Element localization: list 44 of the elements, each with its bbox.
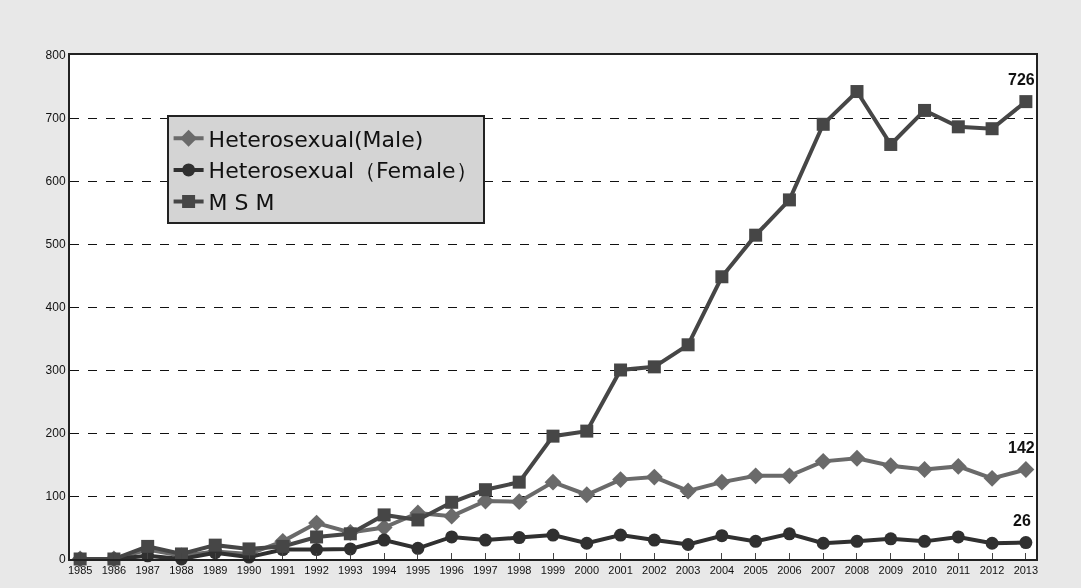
x-tick-label: 2009: [878, 564, 903, 577]
x-tick-label: 1987: [135, 564, 160, 577]
legend-label: Heterosexual(Male): [208, 126, 424, 152]
x-tick-label: 2005: [743, 564, 768, 577]
x-tick-label: 1999: [540, 564, 566, 577]
y-tick-label: 300: [45, 363, 66, 378]
x-tick-label: 2008: [844, 564, 870, 577]
annotation: 142: [1008, 439, 1035, 456]
x-tick-label: 2011: [946, 564, 971, 577]
x-tick-label: 2007: [810, 564, 836, 577]
x-tick-label: 1997: [473, 564, 498, 577]
x-tick-label: 2010: [912, 564, 937, 577]
x-tick-label: 2003: [675, 564, 701, 577]
y-tick-label: 400: [45, 300, 66, 315]
annotation: 26: [1013, 512, 1031, 529]
y-tick-label: 200: [45, 426, 66, 441]
x-tick-label: 1988: [169, 564, 194, 577]
x-tick-label: 1996: [439, 564, 464, 577]
x-tick-label: 2000: [574, 564, 600, 577]
legend-label: Heterosexual（Female）: [208, 158, 478, 184]
x-tick-label: 1995: [405, 564, 431, 577]
x-tick-label: 1994: [371, 564, 397, 577]
x-tick-label: 1998: [506, 564, 532, 577]
x-tick-label: 1992: [304, 564, 329, 577]
x-tick-label: 2013: [1013, 564, 1039, 577]
y-tick-label: 700: [45, 111, 66, 126]
x-tick-label: 2001: [608, 564, 633, 577]
x-tick-label: 2004: [709, 564, 735, 577]
y-tick-label: 800: [45, 48, 66, 63]
x-tick-label: 1990: [236, 564, 262, 577]
y-tick-label: 500: [45, 237, 66, 252]
x-tick-label: 2002: [642, 564, 667, 577]
x-tick-label: 1991: [270, 564, 296, 577]
y-tick-label: 0: [58, 552, 66, 567]
x-tick-label: 2006: [777, 564, 802, 577]
x-tick-label: 1985: [67, 564, 93, 577]
legend-label: M S M: [208, 190, 275, 216]
x-tick-label: 1993: [338, 564, 363, 577]
y-tick-label: 100: [45, 489, 66, 504]
annotation: 726: [1008, 71, 1035, 88]
y-tick-label: 600: [45, 174, 66, 189]
x-tick-label: 1989: [203, 564, 228, 577]
x-tick-label: 2012: [979, 564, 1005, 577]
x-tick-label: 1986: [101, 564, 127, 577]
